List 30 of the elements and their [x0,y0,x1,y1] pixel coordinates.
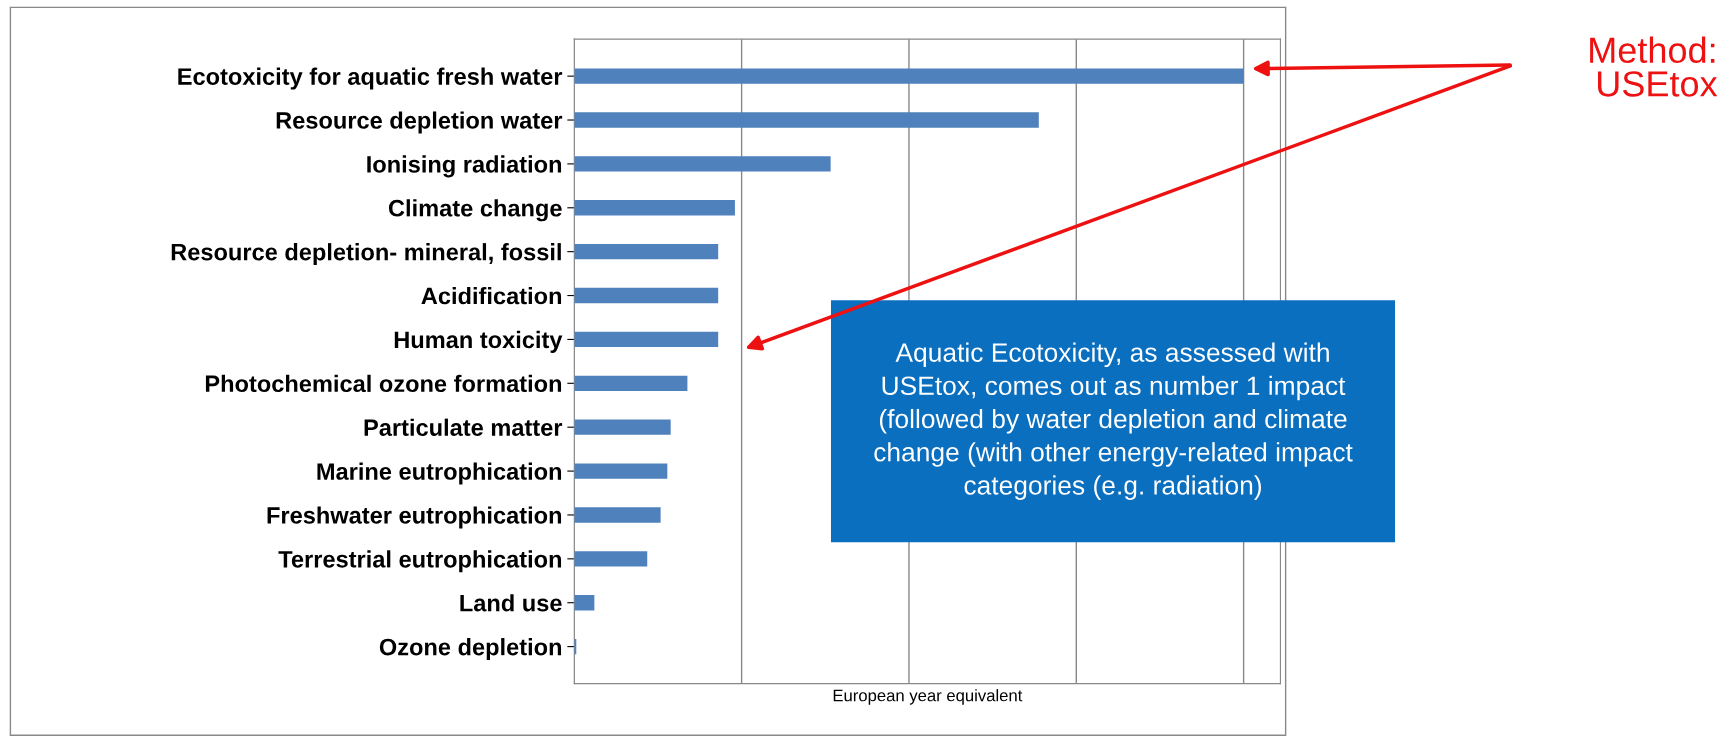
y-tick-label: Acidification [421,286,562,305]
y-tick-label: Terrestrial eutrophication [278,550,562,573]
x-axis-title: European year equivalent [833,689,1023,705]
y-tick-label: Photochemical ozone formation [205,374,562,393]
y-tick-label: Resource depletion- mineral, fossil [171,243,561,266]
y-tick-label: Ozone depletion [379,638,562,661]
bar [574,243,719,260]
bar [574,68,1244,84]
bar [574,156,831,172]
y-tick-label: Ionising radiation [367,155,562,178]
y-tick-label: Ecotoxicity for aquatic fresh water [178,67,563,90]
bar [574,287,719,304]
y-tick-label: Resource depletion water [276,111,563,134]
bar [574,507,661,523]
bar [574,200,735,216]
y-tick-label: Land use [460,594,562,612]
bar [574,331,719,348]
annotation: Aquatic Ecotoxicity, as assessed with USEtox, comes out as number 1 impact (followed by water depletion and climate change (with other energy-related impact categories (e.g. radiation) [874,342,1353,500]
bar [574,112,1039,128]
y-tick-label: Marine eutrophication [317,462,562,485]
bar [574,463,668,479]
bar [574,595,595,611]
y-tick-label: Freshwater eutrophication [267,506,562,529]
text: Method: USEtox [1590,36,1718,97]
y-tick-label: Climate change [388,199,562,222]
y-tick-label: Human toxicity [394,330,563,353]
bar [574,551,648,567]
bar [574,375,688,391]
y-tick-label: Particulate matter [364,418,563,436]
bar [574,419,671,435]
